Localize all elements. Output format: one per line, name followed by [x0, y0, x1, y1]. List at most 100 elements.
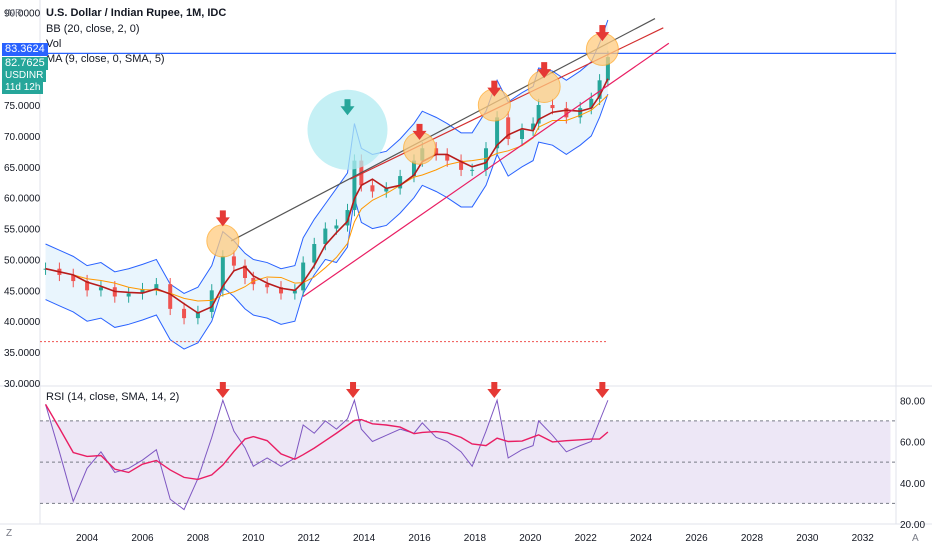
time-tick-label: 2028 [741, 533, 764, 544]
candle-body [434, 148, 439, 155]
time-tick-label: 2006 [131, 533, 154, 544]
candle-body [301, 262, 306, 291]
candle-body [209, 290, 214, 312]
candle-body [71, 274, 76, 282]
down-arrow-icon [340, 99, 355, 116]
candle-body [411, 160, 416, 177]
candle-body [182, 308, 187, 319]
candle-body [220, 256, 225, 291]
upper-price-tag: 83.3624 [2, 43, 48, 56]
candle-body [578, 108, 583, 118]
candle-body [520, 129, 525, 139]
time-tick-label: 2010 [242, 533, 265, 544]
down-arrow-icon [215, 210, 230, 227]
candle-body [470, 169, 475, 171]
rsi-tick-label: 80.00 [900, 396, 925, 407]
price-tick-label: 35.0000 [4, 348, 41, 359]
time-tick-label: 2026 [685, 533, 708, 544]
zoom-corner-icon[interactable]: Z [6, 528, 13, 539]
time-tick-label: 2030 [796, 533, 819, 544]
price-tick-label: 50.0000 [4, 255, 41, 266]
candle-body [323, 228, 328, 245]
candle-body [334, 225, 339, 229]
price-tick-label: 65.0000 [4, 163, 41, 174]
bollinger-lower-line [45, 93, 609, 350]
price-tick-label: 70.0000 [4, 132, 41, 143]
time-tick-label: 2004 [76, 533, 99, 544]
candle-body [589, 98, 594, 109]
down-arrow-icon [487, 80, 502, 97]
candle-body [242, 265, 247, 278]
highlight-circle-teal [307, 89, 388, 170]
candle-body [154, 284, 159, 290]
rsi-tick-label: 60.00 [900, 438, 925, 449]
candle-body [605, 57, 610, 81]
down-arrow-icon [595, 25, 610, 42]
chart-title: U.S. Dollar / Indian Rupee, 1M, IDC [46, 7, 227, 19]
price-tick-label: 30.0000 [4, 379, 41, 390]
time-tick-label: 2020 [519, 533, 542, 544]
currency-label: INR [5, 8, 23, 19]
rsi-down-arrow-icon [595, 382, 610, 398]
candle-body [195, 311, 200, 319]
down-arrow-icon [537, 62, 552, 79]
rsi-indicator-label[interactable]: RSI (14, close, SMA, 14, 2) [46, 391, 180, 403]
candle-body [231, 256, 236, 266]
candle-body [384, 188, 389, 192]
candle-body [352, 160, 357, 211]
rsi-tick-label: 40.00 [900, 479, 925, 490]
candle-body [292, 290, 297, 294]
moving-average-line [45, 78, 609, 314]
candle-body [265, 284, 270, 288]
time-tick-label: 2016 [408, 533, 431, 544]
candle-body [98, 287, 103, 291]
candle-body [597, 80, 602, 99]
rsi-down-arrow-icon [487, 382, 502, 398]
candle-body [279, 287, 284, 294]
candle-body [564, 108, 569, 118]
candle-body [506, 117, 511, 139]
symbol-tag: USDINR [2, 69, 47, 82]
rsi-down-arrow-icon [215, 382, 230, 398]
price-tick-label: 40.0000 [4, 317, 41, 328]
auto-scale-button[interactable]: A [912, 533, 919, 544]
candle-body [126, 293, 131, 297]
ma-indicator-label[interactable]: MA (9, close, 0, SMA, 5) [46, 53, 165, 65]
bb-indicator-label[interactable]: BB (20, close, 2, 0) [46, 23, 140, 35]
countdown-tag: 11d 12h [2, 81, 44, 94]
down-arrow-icon [412, 123, 427, 140]
candle-body [459, 160, 464, 170]
current-price-tag: 82.7625 [2, 57, 48, 70]
price-tick-label: 75.0000 [4, 101, 41, 112]
candle-body [536, 105, 541, 124]
price-tick-label: 60.0000 [4, 194, 41, 205]
price-tick-label: 55.0000 [4, 225, 41, 236]
price-tick-label: 45.0000 [4, 286, 41, 297]
candle-body [168, 284, 173, 309]
candle-body [85, 281, 90, 291]
candle-body [550, 105, 555, 109]
time-tick-label: 2022 [575, 533, 598, 544]
candle-body [398, 176, 403, 189]
candle-body [445, 154, 450, 161]
time-tick-label: 2014 [353, 533, 376, 544]
candle-body [484, 148, 489, 170]
time-tick-label: 2024 [630, 533, 653, 544]
upper-trend-line [230, 18, 656, 242]
rsi-line [45, 398, 609, 511]
candle-body [370, 185, 375, 192]
candle-body [312, 244, 317, 263]
lower-trend-line [302, 42, 670, 298]
candle-body [495, 117, 500, 149]
time-tick-label: 2012 [298, 533, 321, 544]
candle-body [345, 210, 350, 226]
rsi-down-arrow-icon [346, 382, 361, 398]
volume-indicator-label[interactable]: Vol [46, 38, 62, 50]
rsi-tick-label: 20.00 [900, 520, 925, 531]
time-tick-label: 2018 [464, 533, 487, 544]
bollinger-fill [45, 19, 608, 350]
bollinger-upper-line [45, 19, 609, 294]
highlight-circle-orange [206, 224, 240, 258]
price-tick-label: 90.0000 [4, 8, 41, 19]
